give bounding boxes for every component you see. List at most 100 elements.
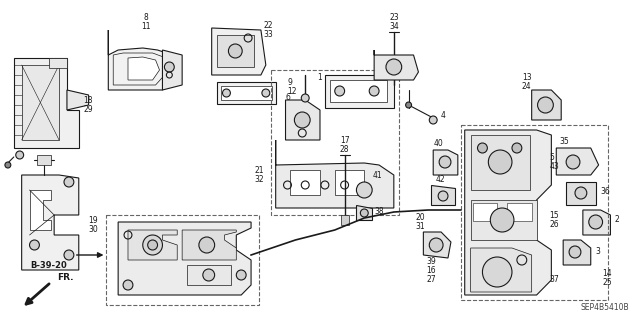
Circle shape — [512, 143, 522, 153]
Bar — [335, 170, 364, 195]
Circle shape — [406, 102, 412, 108]
Polygon shape — [374, 50, 419, 80]
Polygon shape — [212, 28, 266, 75]
Polygon shape — [532, 90, 561, 120]
Circle shape — [148, 240, 157, 250]
Text: 22
33: 22 33 — [264, 21, 274, 39]
Bar — [22, 65, 59, 140]
Text: 36: 36 — [600, 188, 611, 197]
Circle shape — [438, 191, 448, 201]
Text: 42: 42 — [435, 175, 445, 184]
Circle shape — [5, 162, 11, 168]
Circle shape — [429, 238, 443, 252]
Circle shape — [223, 89, 230, 97]
Polygon shape — [563, 240, 591, 265]
Circle shape — [360, 209, 368, 217]
Bar — [461, 125, 609, 300]
Polygon shape — [29, 190, 51, 230]
Text: 41: 41 — [372, 170, 382, 180]
Polygon shape — [118, 222, 251, 295]
Circle shape — [490, 208, 514, 232]
Text: B-39-20: B-39-20 — [30, 261, 67, 270]
Bar — [470, 135, 530, 190]
Circle shape — [356, 182, 372, 198]
Text: 38: 38 — [374, 207, 384, 217]
Bar — [507, 203, 532, 221]
Circle shape — [16, 151, 24, 159]
Polygon shape — [556, 148, 598, 175]
Circle shape — [488, 150, 512, 174]
Circle shape — [236, 270, 246, 280]
Polygon shape — [424, 232, 451, 258]
Polygon shape — [433, 150, 458, 175]
Circle shape — [294, 112, 310, 128]
Text: 2: 2 — [614, 216, 619, 225]
Polygon shape — [325, 75, 394, 108]
Polygon shape — [285, 100, 320, 140]
Circle shape — [589, 215, 602, 229]
Polygon shape — [128, 230, 177, 260]
Circle shape — [335, 86, 344, 96]
Circle shape — [538, 97, 554, 113]
Text: 23
34: 23 34 — [389, 13, 399, 31]
Circle shape — [369, 86, 379, 96]
Text: 35: 35 — [559, 137, 569, 146]
Text: 8
11: 8 11 — [141, 13, 150, 31]
Bar — [216, 82, 276, 104]
Bar — [221, 86, 272, 100]
Text: 6: 6 — [285, 93, 291, 101]
Text: 16
27: 16 27 — [426, 266, 436, 284]
Polygon shape — [470, 200, 536, 240]
Circle shape — [575, 187, 587, 199]
Bar — [330, 80, 387, 102]
Polygon shape — [22, 175, 79, 270]
Circle shape — [143, 235, 163, 255]
Text: FR.: FR. — [57, 273, 74, 283]
Text: 20
31: 20 31 — [416, 213, 426, 231]
Text: 40: 40 — [433, 138, 443, 147]
Circle shape — [569, 246, 581, 258]
Text: 17
28: 17 28 — [340, 136, 349, 154]
Polygon shape — [67, 90, 88, 110]
Circle shape — [301, 94, 309, 102]
Circle shape — [29, 240, 40, 250]
Text: 19
30: 19 30 — [88, 216, 99, 234]
Text: 37: 37 — [549, 276, 559, 285]
Polygon shape — [182, 230, 236, 260]
Polygon shape — [566, 182, 596, 205]
Bar — [291, 170, 320, 195]
Text: 18
29: 18 29 — [84, 96, 93, 114]
Text: 4: 4 — [441, 110, 446, 120]
Circle shape — [386, 59, 402, 75]
Polygon shape — [108, 30, 177, 90]
Polygon shape — [583, 210, 611, 235]
Circle shape — [566, 155, 580, 169]
Polygon shape — [276, 140, 394, 208]
Circle shape — [483, 257, 512, 287]
Polygon shape — [465, 130, 551, 295]
Polygon shape — [49, 58, 67, 68]
Text: 13
24: 13 24 — [522, 73, 532, 91]
Text: 3: 3 — [596, 248, 600, 256]
Circle shape — [64, 177, 74, 187]
Circle shape — [477, 143, 488, 153]
Bar — [340, 215, 349, 225]
Text: 39: 39 — [426, 257, 436, 266]
Polygon shape — [431, 185, 455, 205]
Bar — [187, 265, 232, 285]
Polygon shape — [14, 58, 79, 148]
Text: 15
26: 15 26 — [549, 211, 559, 229]
Text: 9
12: 9 12 — [287, 78, 297, 96]
Polygon shape — [163, 50, 182, 90]
Circle shape — [123, 280, 133, 290]
Circle shape — [429, 116, 437, 124]
Text: 5
43: 5 43 — [549, 153, 559, 171]
Bar — [271, 70, 399, 215]
Polygon shape — [356, 205, 372, 220]
Circle shape — [199, 237, 214, 253]
Circle shape — [262, 89, 270, 97]
Circle shape — [164, 62, 174, 72]
Text: 1: 1 — [317, 72, 322, 81]
Bar — [216, 35, 254, 67]
Bar — [106, 215, 259, 305]
